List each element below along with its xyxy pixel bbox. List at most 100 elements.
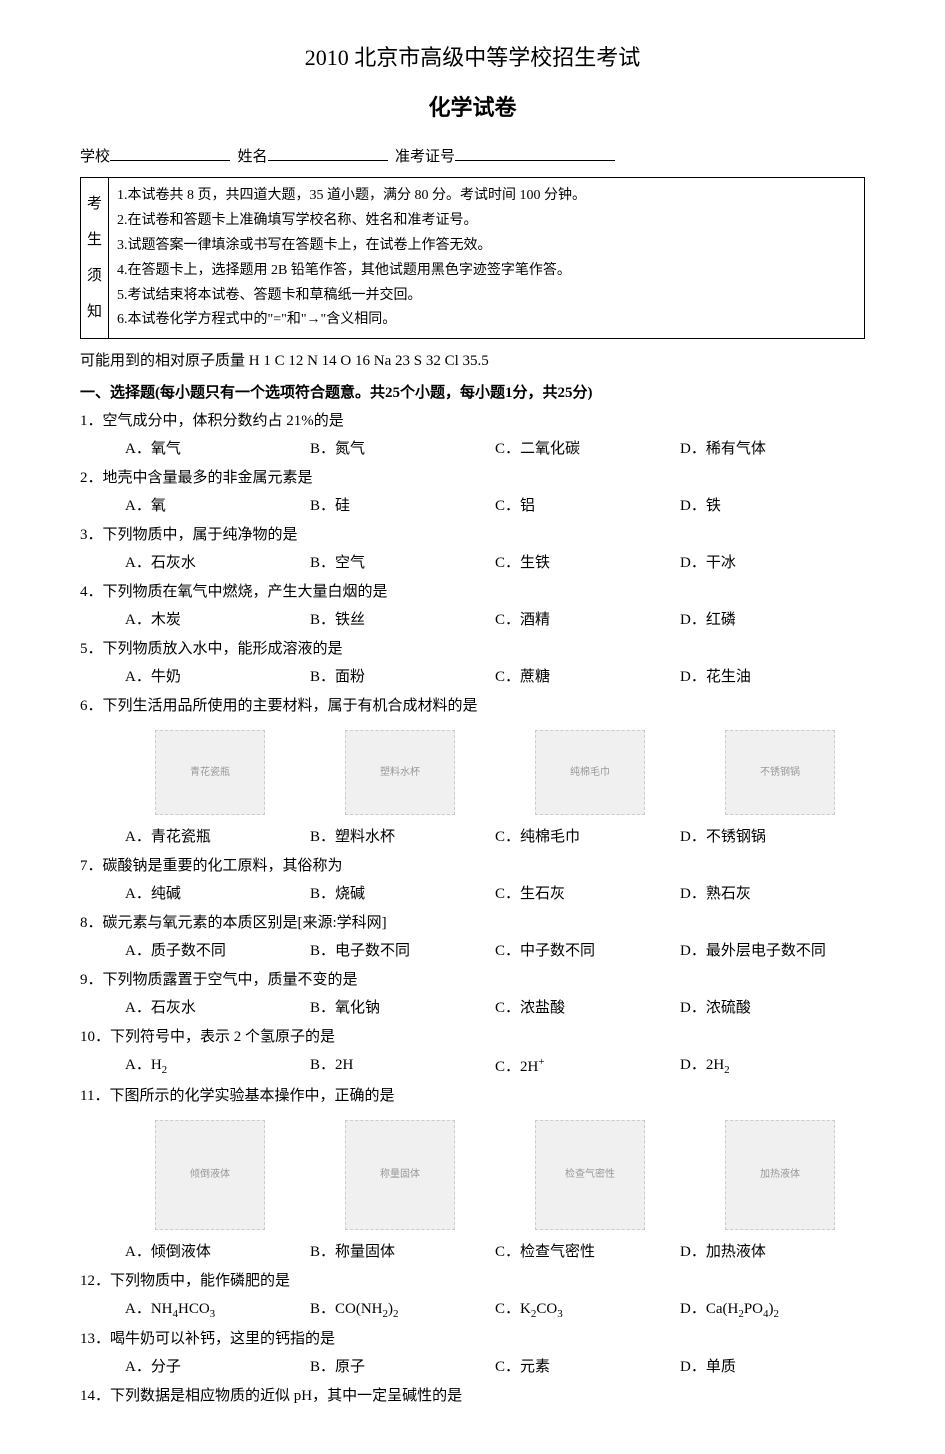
option-b[interactable]: B．烧碱 — [310, 882, 495, 908]
question-1: 1．空气成分中，体积分数约占 21%的是 A．氧气 B．氮气 C．二氧化碳 D．… — [80, 409, 865, 462]
option-d[interactable]: D．最外层电子数不同 — [680, 939, 865, 965]
q-stem-text: 下列物质放入水中，能形成溶液的是 — [103, 641, 343, 657]
option-c[interactable]: C．酒精 — [495, 608, 680, 634]
option-c[interactable]: C．检查气密性 — [495, 1240, 680, 1266]
option-d[interactable]: D．不锈钢锅 — [680, 825, 865, 851]
heat-liquid-icon: 加热液体 — [725, 1120, 835, 1230]
question-5: 5．下列物质放入水中，能形成溶液的是 A．牛奶 B．面粉 C．蔗糖 D．花生油 — [80, 637, 865, 690]
option-b[interactable]: B．空气 — [310, 551, 495, 577]
option-c[interactable]: C．纯棉毛巾 — [495, 825, 680, 851]
option-c[interactable]: C．K2CO3 — [495, 1297, 680, 1324]
option-a[interactable]: A．木炭 — [125, 608, 310, 634]
option-c[interactable]: C．元素 — [495, 1355, 680, 1381]
option-d[interactable]: D．稀有气体 — [680, 437, 865, 463]
option-b[interactable]: B．铁丝 — [310, 608, 495, 634]
option-c[interactable]: C．浓盐酸 — [495, 996, 680, 1022]
q12-options: A．NH4HCO3 B．CO(NH2)2 C．K2CO3 D．Ca(H2PO4)… — [80, 1297, 865, 1324]
q3-options: A．石灰水 B．空气 C．生铁 D．干冰 — [80, 551, 865, 577]
option-d[interactable]: D．熟石灰 — [680, 882, 865, 908]
q5-options: A．牛奶 B．面粉 C．蔗糖 D．花生油 — [80, 665, 865, 691]
student-info-line: 学校 姓名 准考证号 — [80, 143, 865, 169]
question-10: 10．下列符号中，表示 2 个氢原子的是 A．H2 B．2H C．2H+ D．2… — [80, 1025, 865, 1080]
question-7: 7．碳酸钠是重要的化工原料，其俗称为 A．纯碱 B．烧碱 C．生石灰 D．熟石灰 — [80, 854, 865, 907]
q13-options: A．分子 B．原子 C．元素 D．单质 — [80, 1355, 865, 1381]
q-stem-text: 下列物质露置于空气中，质量不变的是 — [103, 972, 358, 988]
option-c[interactable]: C．2H+ — [495, 1053, 680, 1081]
id-blank[interactable] — [455, 143, 615, 161]
option-d[interactable]: D．花生油 — [680, 665, 865, 691]
option-d[interactable]: D．干冰 — [680, 551, 865, 577]
check-airtight-icon: 检查气密性 — [535, 1120, 645, 1230]
option-b[interactable]: B．塑料水杯 — [310, 825, 495, 851]
question-4: 4．下列物质在氧气中燃烧，产生大量白烟的是 A．木炭 B．铁丝 C．酒精 D．红… — [80, 580, 865, 633]
exam-sub-title: 化学试卷 — [80, 90, 865, 125]
option-b[interactable]: B．电子数不同 — [310, 939, 495, 965]
school-blank[interactable] — [110, 143, 230, 161]
option-d[interactable]: D．单质 — [680, 1355, 865, 1381]
option-d[interactable]: D．2H2 — [680, 1053, 865, 1081]
option-b[interactable]: B．氧化钠 — [310, 996, 495, 1022]
image-cell-c: 纯棉毛巾 — [505, 730, 675, 819]
question-9: 9．下列物质露置于空气中，质量不变的是 A．石灰水 B．氧化钠 C．浓盐酸 D．… — [80, 968, 865, 1021]
option-d[interactable]: D．红磷 — [680, 608, 865, 634]
option-d[interactable]: D．铁 — [680, 494, 865, 520]
option-c[interactable]: C．生石灰 — [495, 882, 680, 908]
option-a[interactable]: A．青花瓷瓶 — [125, 825, 310, 851]
towel-icon: 纯棉毛巾 — [535, 730, 645, 815]
notice-char-1: 考 — [87, 192, 102, 216]
option-c[interactable]: C．蔗糖 — [495, 665, 680, 691]
option-b[interactable]: B．CO(NH2)2 — [310, 1297, 495, 1324]
name-blank[interactable] — [268, 143, 388, 161]
q6-image-row: 青花瓷瓶 塑料水杯 纯棉毛巾 不锈钢锅 — [80, 730, 865, 819]
option-a[interactable]: A．纯碱 — [125, 882, 310, 908]
option-c[interactable]: C．中子数不同 — [495, 939, 680, 965]
notice-char-4: 知 — [87, 300, 102, 324]
option-b[interactable]: B．原子 — [310, 1355, 495, 1381]
q-stem-text: 下列物质中，能作磷肥的是 — [110, 1273, 290, 1289]
option-b[interactable]: B．氮气 — [310, 437, 495, 463]
option-a[interactable]: A．石灰水 — [125, 551, 310, 577]
option-a[interactable]: A．H2 — [125, 1053, 310, 1081]
option-a[interactable]: A．氧 — [125, 494, 310, 520]
option-a[interactable]: A．质子数不同 — [125, 939, 310, 965]
cup-icon: 塑料水杯 — [345, 730, 455, 815]
q-stem-text: 地壳中含量最多的非金属元素是 — [103, 470, 313, 486]
option-d[interactable]: D．浓硫酸 — [680, 996, 865, 1022]
q-stem-text: 喝牛奶可以补钙，这里的钙指的是 — [110, 1331, 335, 1347]
question-12: 12．下列物质中，能作磷肥的是 A．NH4HCO3 B．CO(NH2)2 C．K… — [80, 1269, 865, 1323]
option-a[interactable]: A．NH4HCO3 — [125, 1297, 310, 1324]
q7-options: A．纯碱 B．烧碱 C．生石灰 D．熟石灰 — [80, 882, 865, 908]
question-2: 2．地壳中含量最多的非金属元素是 A．氧 B．硅 C．铝 D．铁 — [80, 466, 865, 519]
notice-item: 4.在答题卡上，选择题用 2B 铅笔作答，其他试题用黑色字迹签字笔作答。 — [117, 259, 856, 283]
option-b[interactable]: B．称量固体 — [310, 1240, 495, 1266]
image-cell-b: 称量固体 — [315, 1120, 485, 1234]
exam-main-title: 2010 北京市高级中等学校招生考试 — [80, 40, 865, 75]
q-num: 1． — [80, 413, 103, 429]
option-c[interactable]: C．铝 — [495, 494, 680, 520]
option-a[interactable]: A．牛奶 — [125, 665, 310, 691]
option-c[interactable]: C．二氧化碳 — [495, 437, 680, 463]
q-num: 13． — [80, 1331, 110, 1347]
q-stem-text: 碳酸钠是重要的化工原料，其俗称为 — [103, 858, 343, 874]
option-a[interactable]: A．氧气 — [125, 437, 310, 463]
option-b[interactable]: B．2H — [310, 1053, 495, 1081]
option-d[interactable]: D．Ca(H2PO4)2 — [680, 1297, 865, 1324]
q-num: 2． — [80, 470, 103, 486]
notice-content: 1.本试卷共 8 页，共四道大题，35 道小题，满分 80 分。考试时间 100… — [109, 178, 864, 338]
option-b[interactable]: B．硅 — [310, 494, 495, 520]
option-c[interactable]: C．生铁 — [495, 551, 680, 577]
pot-icon: 不锈钢锅 — [725, 730, 835, 815]
q-num: 9． — [80, 972, 103, 988]
notice-item: 2.在试卷和答题卡上准确填写学校名称、姓名和准考证号。 — [117, 209, 856, 233]
option-a[interactable]: A．分子 — [125, 1355, 310, 1381]
q-num: 4． — [80, 584, 103, 600]
option-a[interactable]: A．倾倒液体 — [125, 1240, 310, 1266]
image-cell-a: 青花瓷瓶 — [125, 730, 295, 819]
option-b[interactable]: B．面粉 — [310, 665, 495, 691]
q10-options: A．H2 B．2H C．2H+ D．2H2 — [80, 1053, 865, 1081]
question-11: 11．下图所示的化学实验基本操作中，正确的是 倾倒液体 称量固体 检查气密性 加… — [80, 1084, 865, 1265]
option-a[interactable]: A．石灰水 — [125, 996, 310, 1022]
option-d[interactable]: D．加热液体 — [680, 1240, 865, 1266]
q-stem-text: 下列数据是相应物质的近似 pH，其中一定呈碱性的是 — [110, 1388, 462, 1404]
q-num: 8． — [80, 915, 103, 931]
